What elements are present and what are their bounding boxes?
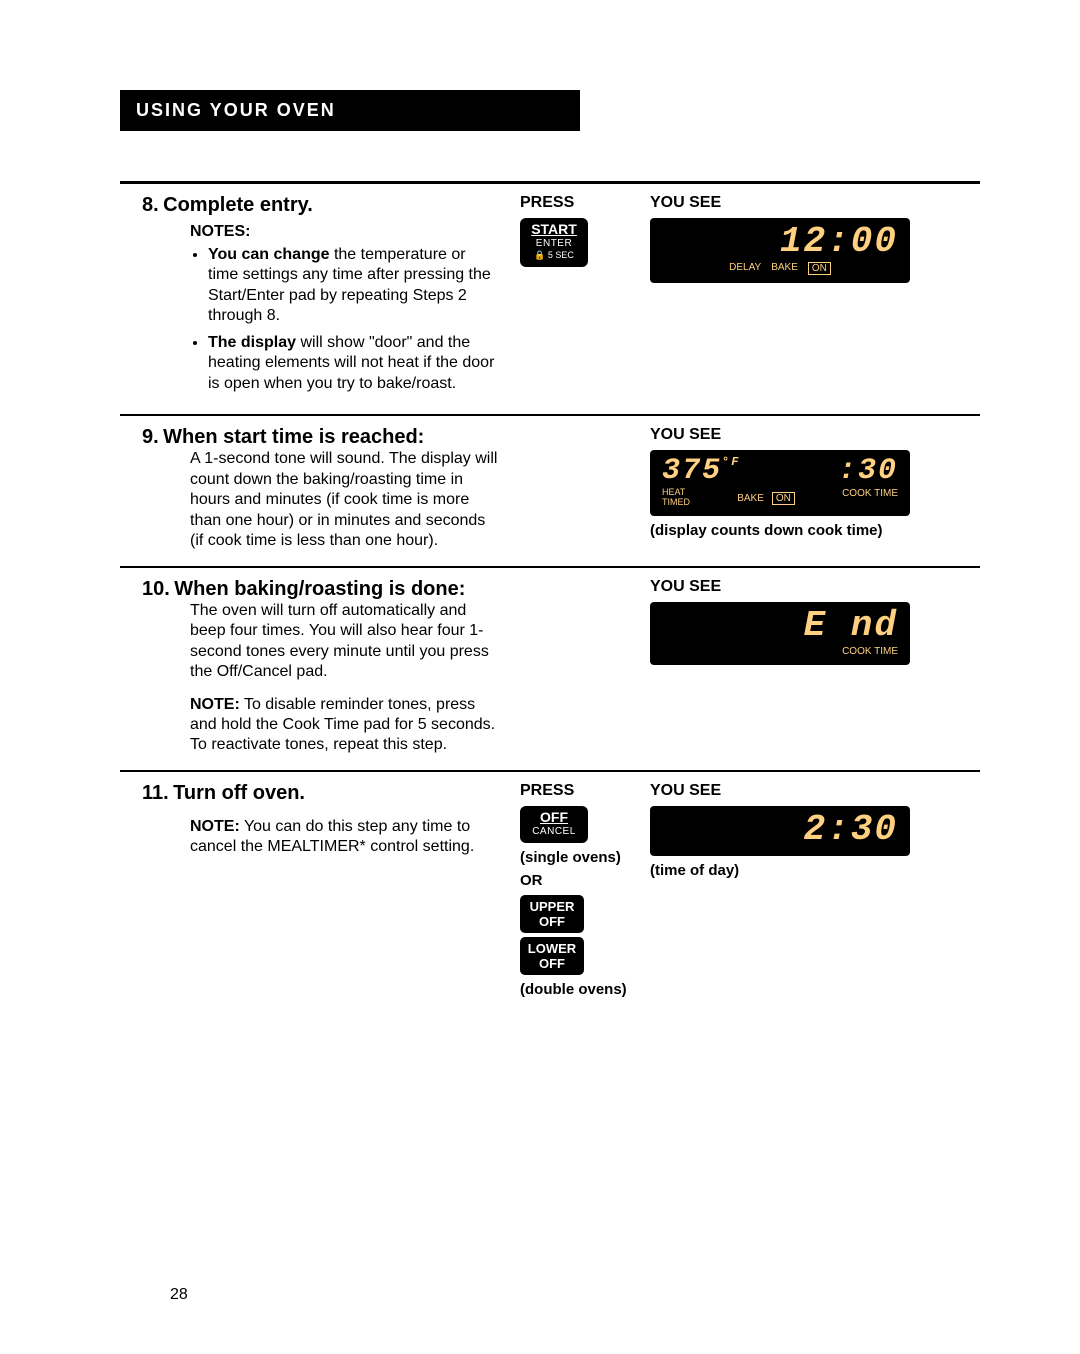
press-label: PRESS [520, 194, 630, 212]
step-title: When start time is reached: [163, 426, 424, 448]
step-11: 11. Turn off oven. NOTE: You can do this… [120, 772, 980, 1012]
step-9: 9. When start time is reached: A 1-secon… [120, 416, 980, 565]
display-indicator: BAKE [737, 493, 764, 504]
step-title: Turn off oven. [173, 782, 305, 804]
display-on-indicator: ON [808, 262, 831, 275]
display-indicator: DELAY [729, 262, 761, 275]
step-number: 10. [142, 578, 170, 600]
section-header: USING YOUR OVEN [120, 90, 580, 131]
step-8: 8. Complete entry. NOTES: You can change… [120, 184, 980, 414]
button-line: UPPER [530, 899, 575, 914]
note-item: You can change the temperature or time s… [208, 245, 500, 327]
yousee-label: YOU SEE [650, 782, 980, 800]
step-number: 11. [142, 782, 169, 804]
button-line: OFF [539, 956, 565, 971]
notes-list: You can change the temperature or time s… [208, 245, 500, 394]
step-body: A 1-second tone will sound. The display … [190, 449, 500, 551]
page-number: 28 [170, 1286, 188, 1304]
step-10: 10. When baking/roasting is done: The ov… [120, 568, 980, 770]
display-caption: (display counts down cook time) [650, 522, 980, 539]
button-main-label: START [531, 222, 577, 237]
step-number: 8. [142, 194, 159, 216]
step-note: NOTE: To disable reminder tones, press a… [190, 695, 500, 756]
button-main-label: OFF [540, 810, 568, 825]
oven-display: E nd COOK TIME [650, 602, 910, 665]
notes-heading: NOTES: [190, 223, 500, 241]
button-line: LOWER [528, 941, 576, 956]
off-cancel-button[interactable]: OFF CANCEL [520, 806, 588, 843]
yousee-label: YOU SEE [650, 194, 980, 212]
step-title: Complete entry. [163, 194, 313, 216]
yousee-label: YOU SEE [650, 578, 980, 596]
button-lock-label: 🔒 5 SEC [534, 251, 574, 261]
lower-off-button[interactable]: LOWER OFF [520, 937, 584, 975]
step-note: NOTE: You can do this step any time to c… [190, 817, 500, 858]
yousee-label: YOU SEE [650, 426, 980, 444]
note-item: The display will show "door" and the hea… [208, 333, 500, 394]
button-line: OFF [539, 914, 565, 929]
display-indicator: COOK TIME [842, 646, 898, 657]
press-label: PRESS [520, 782, 630, 800]
oven-display: 375°F :30 HEAT TIMED BAKE ON COOK TIME [650, 450, 910, 516]
button-sub-label: ENTER [536, 238, 572, 249]
display-indicator: COOK TIME [842, 488, 898, 508]
button-caption: (single ovens) [520, 849, 630, 866]
display-time: 2:30 [804, 812, 898, 848]
step-number: 9. [142, 426, 159, 448]
upper-off-button[interactable]: UPPER OFF [520, 895, 584, 933]
display-temp: 375°F [662, 456, 740, 486]
display-indicator: TIMED [662, 498, 690, 508]
oven-display: 2:30 [650, 806, 910, 856]
display-message: E nd [804, 608, 898, 644]
display-time: 12:00 [780, 224, 898, 260]
step-title: When baking/roasting is done: [174, 578, 465, 600]
step-body: The oven will turn off automatically and… [190, 601, 500, 683]
display-indicator: BAKE [771, 262, 798, 275]
oven-display: 12:00 DELAY BAKE ON [650, 218, 910, 283]
start-enter-button[interactable]: START ENTER 🔒 5 SEC [520, 218, 588, 267]
display-on-indicator: ON [772, 492, 795, 505]
button-sub-label: CANCEL [532, 826, 576, 837]
display-caption: (time of day) [650, 862, 980, 879]
or-label: OR [520, 872, 630, 889]
display-time: :30 [838, 456, 898, 486]
button-caption: (double ovens) [520, 981, 630, 998]
